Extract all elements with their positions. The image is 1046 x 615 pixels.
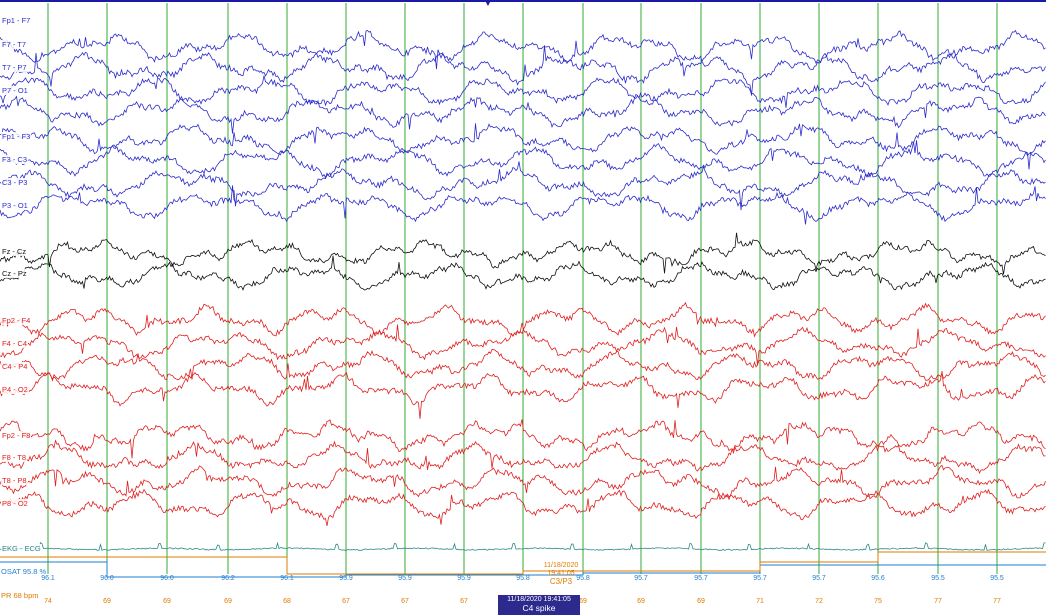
osat-value: 96.0 bbox=[100, 575, 114, 582]
osat-value: 95.7 bbox=[694, 575, 708, 582]
channel-label[interactable]: P4 - O2 bbox=[1, 385, 29, 394]
channel-label[interactable]: T7 - P7 bbox=[1, 63, 28, 72]
osat-value: 95.7 bbox=[753, 575, 767, 582]
osat-value: 95.9 bbox=[339, 575, 353, 582]
channel-label[interactable]: C4 - P4 bbox=[1, 362, 29, 371]
eeg-trace bbox=[0, 161, 1046, 211]
eeg-trace bbox=[0, 439, 1046, 474]
channel-label[interactable]: Fp1 - F7 bbox=[1, 16, 32, 25]
page-marker-caret-icon[interactable]: ▼ bbox=[484, 0, 492, 8]
eeg-trace bbox=[0, 371, 1046, 419]
channel-label[interactable]: Fz - Cz bbox=[1, 247, 28, 256]
channel-label[interactable]: EKG - ECG bbox=[1, 544, 42, 553]
pr-value: 69 bbox=[697, 598, 705, 605]
pr-value: 69 bbox=[224, 598, 232, 605]
channel-label[interactable]: P8 - O2 bbox=[1, 499, 29, 508]
eeg-trace bbox=[0, 419, 1046, 459]
pr-value: 69 bbox=[579, 598, 587, 605]
event-timestamp: 11/18/2020 19:41:05 bbox=[543, 562, 579, 577]
channel-label[interactable]: F7 - T7 bbox=[1, 40, 28, 49]
pr-value: 67 bbox=[460, 598, 468, 605]
eeg-trace bbox=[0, 75, 1046, 108]
eeg-trace bbox=[0, 185, 1046, 225]
channel-label[interactable]: F4 - C4 bbox=[1, 339, 29, 348]
channel-label[interactable]: P7 - O1 bbox=[1, 86, 29, 95]
event-label: C4 spike bbox=[522, 603, 556, 613]
pr-value: 75 bbox=[874, 598, 882, 605]
osat-value: 95.8 bbox=[516, 575, 530, 582]
pr-value: 69 bbox=[163, 598, 171, 605]
eeg-trace bbox=[0, 324, 1046, 366]
osat-value: 95.9 bbox=[457, 575, 471, 582]
channel-label[interactable]: F3 - C3 bbox=[1, 155, 29, 164]
event-timestamp: 11/18/2020 19:41:05 bbox=[507, 596, 571, 603]
channel-label[interactable]: P3 - O1 bbox=[1, 201, 29, 210]
channel-label[interactable]: F8 - T8 bbox=[1, 453, 28, 462]
eeg-trace bbox=[0, 232, 1046, 275]
pr-value: 69 bbox=[637, 598, 645, 605]
eeg-trace bbox=[0, 464, 1046, 500]
osat-value: 96.0 bbox=[160, 575, 174, 582]
pr-value: 77 bbox=[993, 598, 1001, 605]
pr-value: 69 bbox=[103, 598, 111, 605]
osat-value: 96.1 bbox=[280, 575, 294, 582]
eeg-trace bbox=[0, 95, 1046, 134]
pr-value: 71 bbox=[756, 598, 764, 605]
eeg-trace bbox=[0, 123, 1046, 157]
osat-value: 95.5 bbox=[990, 575, 1004, 582]
osat-value: 95.7 bbox=[634, 575, 648, 582]
pr-value: 67 bbox=[342, 598, 350, 605]
eeg-trace bbox=[0, 488, 1046, 526]
osat-value: 95.7 bbox=[812, 575, 826, 582]
osat-value: 95.9 bbox=[398, 575, 412, 582]
pr-value: 74 bbox=[44, 598, 52, 605]
eeg-trace bbox=[0, 301, 1046, 338]
channel-label[interactable]: T8 - P8 bbox=[1, 476, 28, 485]
pr-value: 77 bbox=[934, 598, 942, 605]
channel-label[interactable]: C3 - P3 bbox=[1, 178, 29, 187]
event-marker-c3p3[interactable]: 11/18/2020 19:41:05 C3/P3 bbox=[530, 562, 592, 586]
channel-label[interactable]: Fp2 - F8 bbox=[1, 431, 32, 440]
pr-value: 72 bbox=[815, 598, 823, 605]
osat-value: 96.1 bbox=[41, 575, 55, 582]
osat-value: 96.2 bbox=[221, 575, 235, 582]
eeg-trace bbox=[0, 255, 1046, 291]
channel-label[interactable]: Fp1 - F3 bbox=[1, 132, 32, 141]
osat-label: OSAT 95.8 % bbox=[1, 567, 47, 576]
eeg-trace bbox=[0, 349, 1046, 382]
eeg-trace bbox=[0, 29, 1046, 70]
event-label: C3/P3 bbox=[549, 577, 573, 586]
eeg-trace bbox=[0, 45, 1046, 96]
event-marker-c4-spike[interactable]: 11/18/2020 19:41:05 C4 spike bbox=[498, 595, 580, 615]
channel-label[interactable]: Fp2 - F4 bbox=[1, 316, 32, 325]
osat-value: 95.6 bbox=[871, 575, 885, 582]
channel-label[interactable]: Cz - Pz bbox=[1, 269, 28, 278]
eeg-trace bbox=[0, 541, 1046, 551]
pr-trend-line bbox=[0, 551, 1046, 575]
pr-value: 68 bbox=[283, 598, 291, 605]
pr-label: PR 68 bpm bbox=[1, 591, 39, 600]
osat-value: 95.8 bbox=[576, 575, 590, 582]
osat-value: 95.5 bbox=[931, 575, 945, 582]
pr-value: 67 bbox=[401, 598, 409, 605]
